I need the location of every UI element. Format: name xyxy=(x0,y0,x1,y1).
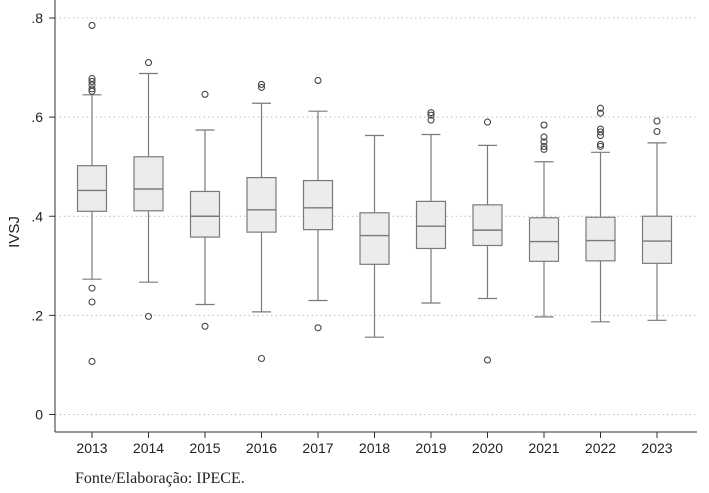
outlier-point xyxy=(596,142,605,150)
outlier-point xyxy=(314,324,322,332)
outlier-point xyxy=(653,117,661,125)
box-2022 xyxy=(585,104,616,323)
outlier-point xyxy=(88,21,96,29)
box-2013 xyxy=(76,21,108,366)
outlier-point xyxy=(144,59,153,67)
x-tick-label: 2020 xyxy=(472,440,503,456)
outlier-point xyxy=(257,83,266,91)
outlier-point xyxy=(257,80,266,88)
y-tick-label: .2 xyxy=(31,307,43,323)
y-tick-label: .6 xyxy=(31,109,43,125)
x-tick-label: 2022 xyxy=(585,440,616,456)
outlier-point xyxy=(540,145,548,153)
outlier-point xyxy=(483,118,492,126)
outlier-point xyxy=(88,77,96,85)
iqr-box xyxy=(76,165,108,212)
outlier-point xyxy=(88,357,96,366)
iqr-box xyxy=(528,217,560,262)
x-tick-label: 2015 xyxy=(189,440,220,456)
outlier-point xyxy=(540,121,548,129)
y-tick-label: 0 xyxy=(35,407,43,423)
boxes xyxy=(76,21,673,366)
x-tick-label: 2017 xyxy=(302,440,333,456)
outlier-point xyxy=(257,354,266,363)
outlier-point xyxy=(596,109,605,117)
x-tick-label: 2013 xyxy=(76,440,107,456)
y-axis-title: IVSJ xyxy=(6,216,23,248)
outlier-point xyxy=(596,140,605,148)
box-2016 xyxy=(246,80,277,363)
y-ticks: 0 .2 .4 .6 .8 xyxy=(31,10,55,423)
outlier-point xyxy=(314,76,322,84)
box-2019 xyxy=(415,109,447,304)
x-tick-label: 2021 xyxy=(528,440,559,456)
outlier-point xyxy=(653,127,661,136)
iqr-box xyxy=(641,215,673,264)
outlier-point xyxy=(427,109,435,117)
iqr-box xyxy=(246,176,277,233)
outlier-point xyxy=(596,128,605,136)
outlier-point xyxy=(201,90,209,98)
outlier-point xyxy=(427,116,435,124)
outlier-point xyxy=(540,138,548,146)
y-tick-label: .4 xyxy=(31,208,43,224)
outlier-point xyxy=(88,85,96,93)
outlier-point xyxy=(540,142,548,150)
outlier-point xyxy=(201,322,209,330)
box-2015 xyxy=(189,90,221,330)
iqr-box xyxy=(415,200,447,250)
iqr-box xyxy=(302,179,334,231)
iqr-box xyxy=(585,216,616,262)
x-tick-label: 2016 xyxy=(246,440,277,456)
outlier-point xyxy=(88,284,96,292)
y-tick-label: .8 xyxy=(31,10,43,26)
x-tick-label: 2014 xyxy=(133,440,164,456)
x-tick-label: 2019 xyxy=(415,440,446,456)
source-note: Fonte/Elaboração: IPECE. xyxy=(75,470,245,487)
x-tick-label: 2018 xyxy=(359,440,390,456)
outlier-point xyxy=(88,298,96,306)
iqr-box xyxy=(472,204,503,247)
box-2017 xyxy=(302,76,334,332)
outlier-point xyxy=(596,104,605,112)
iqr-box xyxy=(133,156,164,212)
x-tick-label: 2023 xyxy=(641,440,672,456)
box-2020 xyxy=(472,118,503,364)
iqr-box xyxy=(189,190,221,238)
outlier-point xyxy=(540,133,548,141)
outlier-point xyxy=(596,131,605,140)
box-2018 xyxy=(359,134,390,338)
iqr-box xyxy=(359,212,390,265)
outlier-point xyxy=(427,111,435,119)
outlier-point xyxy=(144,312,153,320)
outlier-point xyxy=(483,356,492,364)
outlier-point xyxy=(88,87,96,95)
box-2021 xyxy=(528,121,560,318)
box-2014 xyxy=(133,59,164,320)
box-2023 xyxy=(641,117,673,321)
x-ticks: 2013 2014 2015 2016 2017 2018 2019 2020 2021 2022… xyxy=(76,432,673,456)
